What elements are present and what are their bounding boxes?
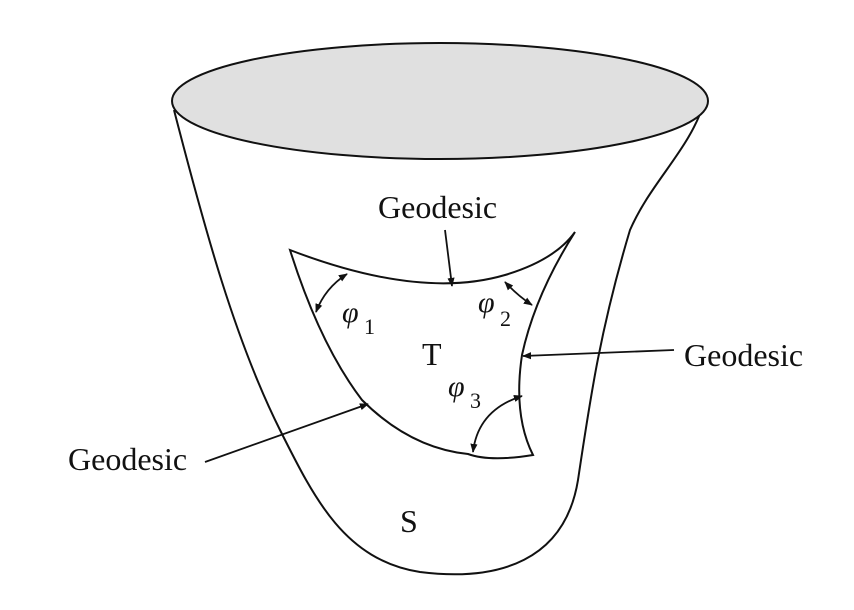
phi1-subscript: 1 [364,314,375,339]
geodesic-label-left: Geodesic [68,441,187,477]
triangle-label: T [422,336,442,372]
phi3-subscript: 3 [470,388,481,413]
phi2-subscript: 2 [500,306,511,331]
phi1-symbol: φ [342,296,359,329]
surface-label: S [400,503,418,539]
angle-label-phi3: φ 3 [448,370,481,413]
angle-arc-phi2 [504,281,533,306]
angle-arc-phi3 [470,395,523,453]
geodesic-left-arrow [204,403,369,463]
angle-label-phi2: φ 2 [478,286,511,331]
geodesic-label-top: Geodesic [378,189,497,225]
surface-top-opening [171,42,709,160]
surface-outline [173,99,706,576]
geodesic-label-right: Geodesic [684,337,803,373]
phi3-symbol: φ [448,370,465,403]
geodesic-top-arrow [444,229,455,287]
angle-arc-phi1 [315,273,348,313]
angle-label-phi1: φ 1 [342,296,375,339]
phi2-symbol: φ [478,286,495,319]
geodesic-right-arrow [522,349,675,360]
